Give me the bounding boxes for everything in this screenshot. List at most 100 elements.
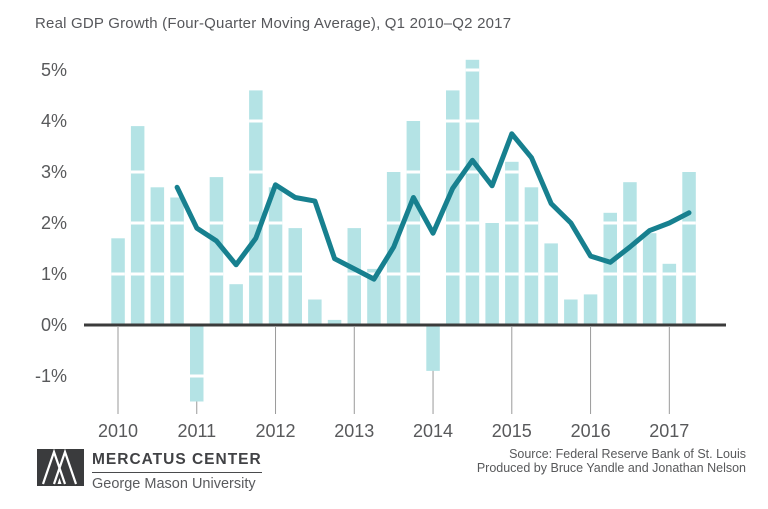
gdp-bar bbox=[347, 228, 361, 325]
gridline-gap bbox=[268, 221, 283, 225]
gridline-gap bbox=[367, 272, 381, 276]
mercatus-wordmark: MERCATUS CENTER George Mason University bbox=[92, 451, 262, 492]
gridline-gap bbox=[347, 272, 361, 276]
page-title: Real GDP Growth (Four-Quarter Moving Ave… bbox=[35, 15, 512, 32]
gridline-gap bbox=[406, 170, 421, 174]
gridline-gap bbox=[111, 272, 125, 276]
gdp-bar bbox=[623, 182, 637, 325]
gridline-gap bbox=[130, 221, 145, 225]
gridline-gap bbox=[406, 221, 421, 225]
gridline-gap bbox=[130, 170, 145, 174]
gdp-bar bbox=[564, 299, 578, 325]
gridline-gap bbox=[446, 272, 460, 276]
year-label: 2013 bbox=[334, 421, 374, 441]
gridline-gap bbox=[386, 221, 401, 225]
gridline-gap bbox=[446, 119, 460, 123]
gdp-bar bbox=[288, 228, 302, 325]
gdp-bar bbox=[150, 187, 165, 325]
y-axis-label: 3% bbox=[41, 162, 67, 182]
george-mason-label: George Mason University bbox=[92, 476, 256, 492]
gdp-bar bbox=[327, 319, 342, 325]
gdp-bar bbox=[170, 197, 184, 325]
gridline-gap bbox=[209, 221, 224, 225]
logo-m-icon bbox=[41, 449, 78, 485]
gridline-gap bbox=[465, 119, 480, 123]
gdp-bar bbox=[426, 325, 440, 371]
year-label: 2012 bbox=[255, 421, 295, 441]
gdp-bar bbox=[662, 263, 677, 325]
gdp-bar bbox=[603, 212, 617, 325]
gdp-bar bbox=[130, 126, 145, 325]
gridline-gap bbox=[446, 170, 460, 174]
gdp-bar bbox=[544, 243, 558, 325]
gdp-bar bbox=[249, 90, 263, 326]
gridline-gap bbox=[249, 170, 263, 174]
gdp-bar bbox=[111, 238, 125, 325]
gridline-gap bbox=[288, 272, 302, 276]
gridline-gap bbox=[170, 221, 184, 225]
gdp-bar bbox=[268, 187, 283, 325]
gridline-gap bbox=[603, 221, 617, 225]
gridline-gap bbox=[406, 272, 421, 276]
gridline-gap bbox=[682, 221, 696, 225]
gdp-bar bbox=[308, 299, 322, 325]
mercatus-center-label: MERCATUS CENTER bbox=[92, 451, 262, 473]
gdp-bar bbox=[446, 90, 460, 326]
gridline-gap bbox=[249, 272, 263, 276]
moving-average-line bbox=[174, 131, 692, 282]
gridline-gap bbox=[150, 272, 165, 276]
gdp-bar bbox=[682, 172, 696, 325]
gridline-gap bbox=[249, 119, 263, 123]
gdp-bar bbox=[642, 233, 657, 325]
mercatus-logo bbox=[37, 449, 84, 486]
gridline-gap bbox=[682, 272, 696, 276]
y-axis-label: 0% bbox=[41, 315, 67, 335]
gridline-gap bbox=[505, 272, 519, 276]
gridline-gap bbox=[170, 272, 184, 276]
year-label: 2011 bbox=[177, 421, 216, 441]
gridline-gap bbox=[485, 272, 499, 276]
year-label: 2017 bbox=[649, 421, 689, 441]
gridline-gap bbox=[130, 272, 145, 276]
gridline-gap bbox=[268, 272, 283, 276]
gdp-bar bbox=[209, 177, 224, 325]
year-label: 2016 bbox=[571, 421, 611, 441]
source-line: Source: Federal Reserve Bank of St. Loui… bbox=[509, 447, 746, 461]
source-attribution: Source: Federal Reserve Bank of St. Loui… bbox=[477, 447, 746, 475]
year-label: 2014 bbox=[413, 421, 453, 441]
gridline-gap bbox=[623, 221, 637, 225]
y-axis-label: 5% bbox=[41, 60, 67, 80]
gdp-bar bbox=[524, 187, 539, 325]
gridline-gap bbox=[465, 68, 480, 72]
y-axis-label: 2% bbox=[41, 213, 67, 233]
y-axis-label: 1% bbox=[41, 264, 67, 284]
gridline-gap bbox=[544, 272, 558, 276]
gridline-gap bbox=[662, 272, 677, 276]
gdp-bar bbox=[190, 325, 204, 402]
gdp-bar bbox=[465, 59, 480, 326]
gridline-gap bbox=[386, 272, 401, 276]
gridline-gap bbox=[446, 221, 460, 225]
gdp-bar bbox=[367, 268, 381, 325]
gridline-gap bbox=[249, 221, 263, 225]
gridline-gap bbox=[623, 272, 637, 276]
gdp-bar bbox=[505, 161, 519, 325]
produced-by-line: Produced by Bruce Yandle and Jonathan Ne… bbox=[476, 461, 746, 475]
gdp-bar bbox=[583, 294, 598, 325]
gdp-bar bbox=[229, 284, 243, 325]
gridline-gap bbox=[465, 170, 480, 174]
gridline-gap bbox=[505, 221, 519, 225]
gridline-gap bbox=[150, 221, 165, 225]
y-axis-label: 4% bbox=[41, 111, 67, 131]
gridline-gap bbox=[505, 170, 519, 174]
gridline-gap bbox=[209, 272, 224, 276]
y-axis-label: -1% bbox=[35, 366, 67, 386]
year-label: 2010 bbox=[98, 421, 138, 441]
year-label: 2015 bbox=[492, 421, 532, 441]
logo-triangle bbox=[57, 478, 62, 484]
gridline-gap bbox=[465, 272, 480, 276]
gridline-gap bbox=[190, 374, 204, 378]
gridline-gap bbox=[524, 221, 539, 225]
